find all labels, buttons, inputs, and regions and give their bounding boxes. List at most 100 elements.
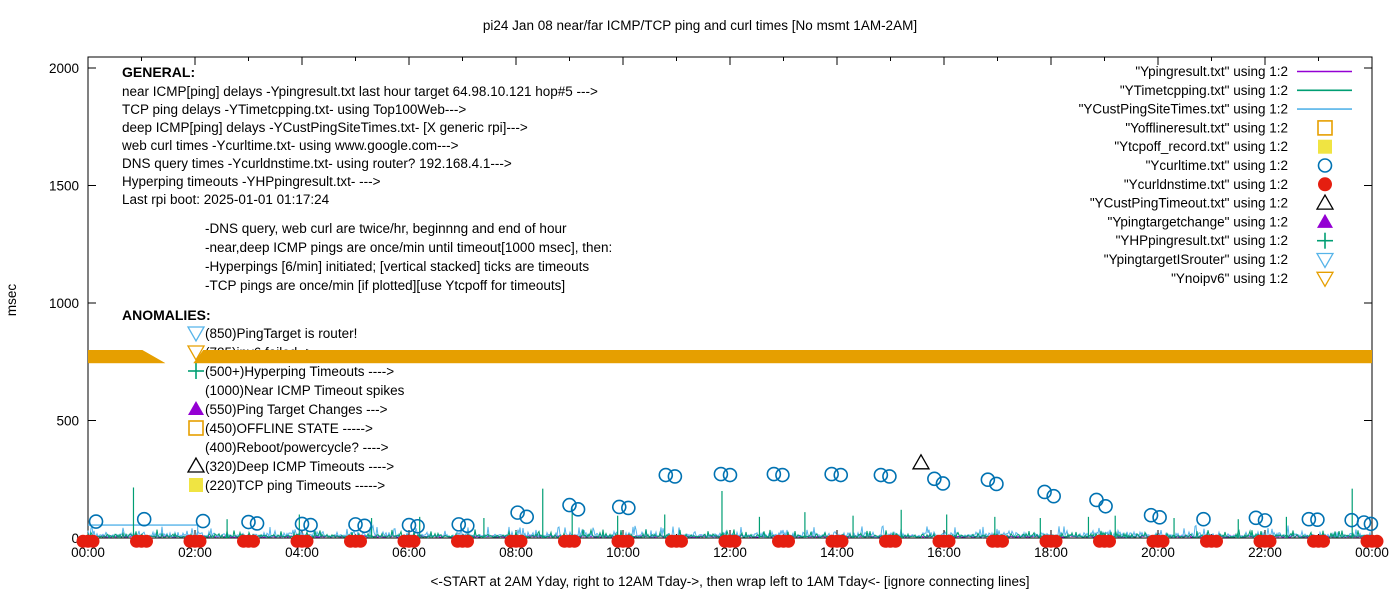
general-note-line: TCP ping delays -YTimetcpping.txt- using… <box>122 102 466 117</box>
legend-marker-circle-filled <box>1318 177 1332 192</box>
x-axis-label: <-START at 2AM Yday, right to 12AM Tday-… <box>431 574 1030 589</box>
y-tick-label: 1000 <box>49 296 79 311</box>
legend-marker-down-triangle-open <box>1315 252 1335 269</box>
x-tick-label: 22:00 <box>1248 545 1282 560</box>
curl-time-point <box>1089 492 1104 508</box>
triangle-filled-icon <box>188 401 204 415</box>
curl-time-point <box>1363 516 1379 532</box>
x-tick-label: 04:00 <box>285 545 319 560</box>
legend-entry: "Ytcpoff_record.txt" using 1:2 <box>1114 139 1332 154</box>
curl-time-point <box>611 499 627 515</box>
noipv6-band <box>193 350 1372 364</box>
general-note-indented-line: -TCP pings are once/min [if plotted][use… <box>205 278 565 293</box>
curl-time-point <box>824 466 839 482</box>
x-tick-label: 12:00 <box>713 545 747 560</box>
curl-time-point <box>303 517 318 533</box>
legend-entry-label: "YHPpingresult.txt" using 1:2 <box>1116 233 1288 248</box>
curl-time-point <box>1143 507 1159 523</box>
legend-entry: "Ynoipv6" using 1:2 <box>1171 271 1335 288</box>
legend-entry-label: "Ypingresult.txt" using 1:2 <box>1135 64 1288 79</box>
curl-time-point <box>510 505 525 520</box>
legend-entry: "YHPpingresult.txt" using 1:2 <box>1116 232 1333 249</box>
square-open-icon <box>188 420 204 436</box>
curl-time-point <box>1248 510 1264 526</box>
anomalies-list: ANOMALIES:(850)PingTarget is router!(785… <box>122 307 405 493</box>
curl-time-point <box>766 466 782 482</box>
dns-time-point <box>1093 534 1116 548</box>
curl-time-point <box>136 511 152 527</box>
curl-time-point <box>1037 484 1052 500</box>
general-note-line: near ICMP[ping] delays -Ypingresult.txt … <box>122 84 598 99</box>
legend-entry: "Ycurltime.txt" using 1:2 <box>1146 158 1333 173</box>
curl-time-point <box>410 518 425 534</box>
legend-marker-square-filled <box>1318 139 1332 154</box>
chart-title: pi24 Jan 08 near/far ICMP/TCP ping and c… <box>483 18 917 33</box>
x-tick-label: 06:00 <box>392 545 426 560</box>
dns-time-point <box>1360 534 1384 548</box>
dns-time-point <box>558 534 581 548</box>
curl-time-point <box>882 469 897 484</box>
curl-time-point <box>873 467 889 483</box>
general-note-indented-line: -DNS query, web curl are twice/hr, begin… <box>205 221 567 236</box>
curl-time-point <box>401 517 417 533</box>
dns-time-point <box>718 534 742 548</box>
dns-time-point <box>290 534 314 548</box>
curl-time-point <box>562 497 577 513</box>
curl-time-point <box>658 467 674 483</box>
curl-time-point <box>1356 515 1372 530</box>
general-note-line: web curl times -Ycurltime.txt- using www… <box>121 138 459 153</box>
curl-time-point <box>519 509 535 525</box>
x-tick-label: 00:00 <box>71 545 105 560</box>
dns-time-point <box>1039 534 1063 548</box>
curl-time-point <box>570 502 586 517</box>
x-tick-label: 08:00 <box>499 545 533 560</box>
plus-icon <box>188 363 204 379</box>
legend-entry-label: "Ytcpoff_record.txt" using 1:2 <box>1114 139 1288 154</box>
dns-time-point <box>451 534 474 548</box>
curl-time-point <box>722 467 738 483</box>
dns-time-point <box>932 534 956 548</box>
dns-time-point <box>504 534 528 548</box>
legend-marker-triangle-filled <box>1317 213 1333 228</box>
dns-time-point <box>397 534 421 548</box>
general-note-line: deep ICMP[ping] delays -YCustPingSiteTim… <box>122 120 528 135</box>
down-triangle-open-icon <box>186 326 206 343</box>
legend-entry-label: "YTimetcpping.txt" using 1:2 <box>1120 83 1288 98</box>
x-tick-label: 18:00 <box>1034 545 1068 560</box>
curl-time-point <box>775 467 790 483</box>
curl-time-point <box>357 518 372 534</box>
curl-time-point <box>460 518 475 534</box>
curl-time-point <box>249 516 265 531</box>
x-tick-label: 14:00 <box>820 545 854 560</box>
legend-entry-label: "Ypingtargetchange" using 1:2 <box>1108 214 1288 229</box>
anomaly-item-label: (500+)Hyperping Timeouts ----> <box>205 364 394 379</box>
curl-time-point <box>1152 510 1167 525</box>
dns-time-point <box>76 534 100 548</box>
anomaly-item-label: (850)PingTarget is router! <box>205 326 357 341</box>
legend-entry: "YpingtargetISrouter" using 1:2 <box>1104 252 1335 269</box>
curl-time-point <box>1310 512 1325 527</box>
curl-time-point <box>1257 513 1273 528</box>
y-tick-label: 0 <box>71 531 79 546</box>
x-tick-label: 20:00 <box>1141 545 1175 560</box>
dns-time-point <box>1307 534 1330 548</box>
curl-time-point <box>1098 498 1113 514</box>
anomaly-item-label: (550)Ping Target Changes ---> <box>205 402 388 417</box>
curl-time-point <box>195 513 211 529</box>
legend-entry-label: "YCustPingSiteTimes.txt" using 1:2 <box>1079 102 1288 117</box>
curl-time-point <box>241 514 256 530</box>
y-axis-label: msec <box>4 284 19 317</box>
legend-entry-label: "YCustPingTimeout.txt" using 1:2 <box>1090 196 1288 211</box>
dns-time-point <box>825 534 849 548</box>
legend-entry: "Ypingresult.txt" using 1:2 <box>1135 64 1352 79</box>
anomaly-item-label: (320)Deep ICMP Timeouts ----> <box>205 459 394 474</box>
x-tick-label: 10:00 <box>606 545 640 560</box>
curl-time-point <box>1046 488 1061 504</box>
anomalies-heading: ANOMALIES: <box>122 307 211 323</box>
general-note-line: DNS query times -Ycurldnstime.txt- using… <box>122 156 512 171</box>
general-note-indented-line: -near,deep ICMP pings are once/min until… <box>205 240 612 255</box>
down-triangle-open-icon <box>186 345 206 362</box>
dns-time-point <box>183 534 207 548</box>
